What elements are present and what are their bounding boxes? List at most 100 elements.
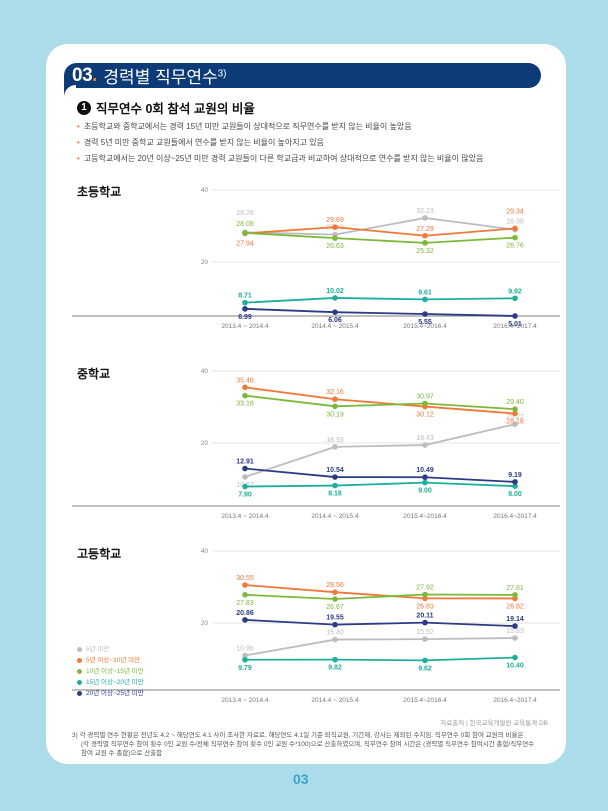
legend-swatch (77, 691, 82, 696)
data-point (422, 591, 428, 598)
data-point (512, 623, 518, 629)
data-point (422, 240, 428, 246)
data-point (242, 230, 248, 236)
data-label: 26.83 (416, 603, 434, 610)
data-label: 29.34 (506, 208, 524, 215)
data-label: 27.81 (506, 585, 524, 592)
legend-label: 15년 이상~20년 미만 (86, 679, 144, 686)
section-number-dot: . (92, 64, 98, 86)
data-label: 27.92 (416, 584, 434, 591)
data-point (332, 474, 338, 480)
legend-item: 5년 이상~10년 미만 (77, 655, 144, 666)
data-point (242, 299, 248, 306)
data-label: 9.61 (418, 289, 432, 296)
data-label: 28.56 (326, 582, 344, 589)
data-point (332, 621, 338, 628)
data-point (422, 619, 428, 626)
x-tick-label: 2016.4~2017.4 (493, 513, 537, 520)
x-tick-label: 2015.4~2016.4 (403, 323, 447, 330)
data-label: 26.67 (326, 604, 344, 611)
series-line (244, 637, 516, 657)
legend-label: 10년 이상~15년 미만 (86, 668, 144, 675)
data-label: 9.92 (508, 288, 522, 295)
page-number: 03 (293, 771, 309, 787)
series-line (244, 226, 516, 237)
data-label: 28.28 (236, 210, 254, 217)
data-label: 10.02 (326, 288, 344, 295)
data-label: 15.40 (326, 630, 344, 637)
data-label: 32.23 (416, 208, 434, 215)
data-point (332, 403, 338, 410)
bullet-item: 고등학교에서는 20년 이상~25년 미만 경력 교원들이 다른 학교급과 비교… (77, 151, 484, 167)
legend-item: 20년 이상~25년 미만 (77, 688, 144, 699)
data-label: 28.18 (506, 419, 524, 426)
data-label: 27.94 (236, 240, 254, 247)
series-line (244, 232, 516, 244)
data-label: 8.71 (238, 293, 252, 300)
data-label: 7.90 (238, 492, 252, 499)
data-label: 8.00 (508, 491, 522, 498)
data-label: 19.14 (506, 616, 524, 623)
data-label: 30.12 (416, 412, 434, 419)
data-label: 35.46 (236, 377, 254, 384)
data-label: 9.82 (328, 665, 342, 672)
series-line (244, 467, 516, 483)
x-tick-label: 2015.4~2016.4 (403, 697, 447, 704)
data-label: 6.99 (238, 314, 252, 321)
footnote-mark: 3) (217, 68, 227, 80)
data-point (422, 296, 428, 303)
data-label: 9.62 (418, 665, 432, 672)
series-line (244, 656, 516, 662)
data-point (512, 479, 518, 485)
subheading-text: 직무연수 0회 참석 교원의 비율 (96, 102, 255, 116)
data-label: 5.55 (418, 319, 432, 326)
data-point (512, 410, 518, 417)
data-label: 6.06 (328, 317, 342, 324)
section-title-text: 경력별 직무연수 (103, 68, 218, 87)
series-line (244, 217, 516, 236)
data-point (332, 589, 338, 595)
bullet-item: 경력 5년 미만 중학교 교원들에서 연수를 받지 않는 비율이 높아지고 있음 (77, 135, 483, 151)
data-label: 15.83 (506, 628, 524, 635)
data-point (242, 392, 248, 399)
data-point (332, 396, 338, 403)
x-tick-label: 2014.4 ~ 2015.4 (311, 513, 359, 520)
title-bar-tail (64, 85, 76, 97)
data-point (422, 479, 428, 486)
legend-item: 15년 이상~20년 미만 (77, 677, 144, 688)
section-title: 경력별 직무연수3) (103, 63, 226, 88)
chart-high: 20 40 2013.4 ~ 2014.4 2014.4 ~ 2015.4 2015.4… (72, 548, 560, 704)
legend-swatch (77, 658, 82, 663)
data-point (332, 295, 338, 301)
data-label: 29.40 (506, 399, 524, 406)
data-point (242, 474, 248, 480)
data-point (512, 421, 518, 428)
data-point (512, 406, 518, 412)
y-tick-label: 40 (201, 368, 209, 375)
data-point (512, 483, 518, 489)
series-line (244, 386, 516, 415)
data-point (512, 654, 518, 661)
data-label: 27.29 (416, 226, 434, 233)
data-point (422, 636, 428, 642)
chart-middle: 20 40 2013.4 ~ 2014.4 2014.4 ~ 2015.4 2015.4… (72, 368, 560, 520)
data-label: 8.18 (328, 491, 342, 498)
data-label: 25.32 (416, 248, 434, 255)
y-tick-label: 20 (201, 440, 209, 447)
data-point (512, 592, 518, 598)
data-point (422, 657, 428, 664)
data-label: 18.93 (326, 437, 344, 444)
x-tick-label: 2015.4~2016.4 (403, 513, 447, 520)
series-line (244, 307, 516, 317)
data-source: 자료출처 | 한국교육개발원 교육통계 DB (440, 720, 548, 727)
data-label: 20.86 (236, 610, 254, 617)
x-tick-label: 2013.4 ~ 2014.4 (221, 323, 269, 330)
data-label: 26.82 (506, 603, 524, 610)
data-point (422, 595, 428, 602)
data-label: 30.55 (236, 575, 254, 582)
data-point (422, 474, 428, 481)
x-tick-label: 2013.4 ~ 2014.4 (221, 697, 269, 704)
data-point (242, 582, 248, 588)
chart-title-high: 고등학교 (77, 547, 122, 561)
data-label: 9.19 (508, 472, 522, 479)
